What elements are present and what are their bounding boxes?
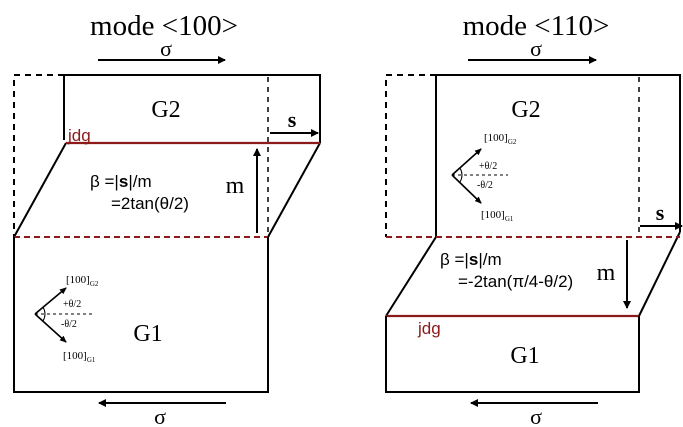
reference-outline-left [13,74,64,237]
g1-direction-arrow [451,174,482,204]
s-label: s [288,107,297,132]
panel-mode-110: mode <110> σ jdg G2 G1 s m β =|s|/m =-2t… [385,10,683,427]
jdg-label: jdg [67,126,91,145]
g2-direction-label: [100]G2 [66,274,99,288]
angle-plus-label: +θ/2 [63,299,81,310]
beta-definition: β =|s|/m [440,250,502,269]
panel-title: mode <100> [90,10,238,42]
grain-g2-label: G2 [511,97,540,123]
angle-minus-label: -θ/2 [477,180,493,191]
reference-outline-left [385,74,436,237]
panel-mode-100: mode <100> σ jdg G2 G1 s m β =|s|/m =2ta… [13,10,321,427]
g2-grain-outline [13,74,321,238]
orientation-glyph: [100]G2 [100]G1 +θ/2 -θ/2 [451,132,517,223]
angle-plus-label: +θ/2 [479,161,497,172]
grain-g2-label: G2 [151,97,180,123]
angle-minus-label: -θ/2 [61,319,77,330]
sigma-bottom-label: σ [530,404,542,427]
angle-arc [42,306,46,322]
g2-grain-outline [385,74,681,317]
g1-direction-label: [100]G1 [63,350,96,364]
sigma-top-label: σ [160,36,172,61]
g2-direction-arrow [451,148,482,176]
angle-arc [459,167,463,183]
jdg-label: jdg [417,319,441,338]
g1-direction-arrow [34,313,67,343]
g1-direction-label: [100]G1 [481,209,514,223]
beta-formula: =-2tan(π/4-θ/2) [458,272,573,291]
g2-direction-label: [100]G2 [484,132,517,146]
m-label: m [226,173,245,199]
grain-g1-label: G1 [133,321,162,347]
s-label: s [656,200,665,225]
g1-grain-outline [13,237,269,393]
grain-g1-label: G1 [510,343,539,369]
beta-formula: =2tan(θ/2) [111,194,189,213]
panel-title: mode <110> [463,10,610,42]
g2-direction-arrow [34,287,67,315]
beta-definition: β =|s|/m [90,172,152,191]
orientation-glyph: [100]G2 [100]G1 +θ/2 -θ/2 [34,274,99,364]
m-label: m [597,260,616,286]
sigma-bottom-label: σ [154,404,166,427]
g1-grain-outline [385,316,640,393]
sigma-top-label: σ [530,36,542,61]
